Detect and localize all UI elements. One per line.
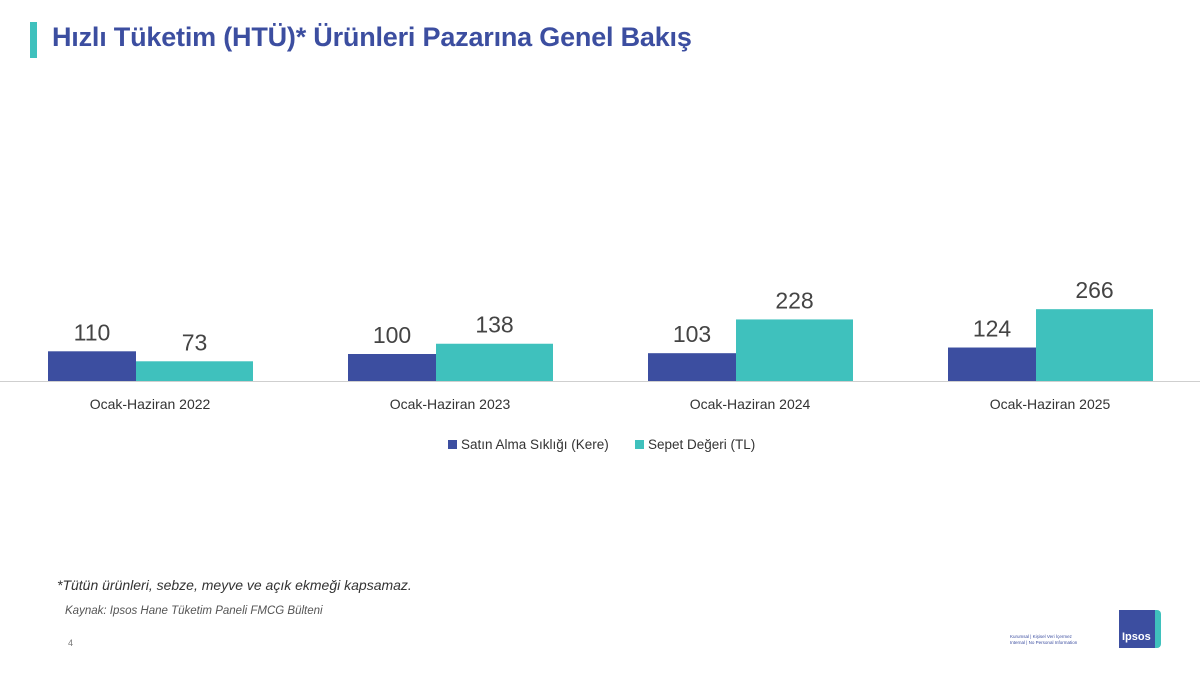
classification-line-2: Internal | No Personal Information bbox=[1010, 640, 1078, 645]
legend-label-2: Sepet Değeri (TL) bbox=[648, 437, 755, 452]
legend-swatch-2 bbox=[635, 440, 644, 449]
footnote: *Tütün ürünleri, sebze, meyve ve açık ek… bbox=[57, 577, 412, 593]
source-note: Kaynak: Ipsos Hane Tüketim Paneli FMCG B… bbox=[65, 605, 323, 617]
data-label-frequency-2: 100 bbox=[373, 322, 411, 348]
classification-label: Kurumsal | Kişisel Veri İçermez Internal… bbox=[1010, 634, 1100, 646]
bar-basket-1 bbox=[136, 361, 253, 381]
bar-frequency-1 bbox=[48, 351, 136, 381]
x-tick-label-3: Ocak-Haziran 2024 bbox=[690, 396, 811, 412]
data-label-frequency-1: 110 bbox=[74, 319, 111, 345]
x-tick-label-4: Ocak-Haziran 2025 bbox=[990, 396, 1111, 412]
data-label-frequency-4: 124 bbox=[973, 316, 1012, 342]
x-tick-label-1: Ocak-Haziran 2022 bbox=[90, 396, 211, 412]
bar-frequency-2 bbox=[348, 354, 436, 381]
title-accent-bar bbox=[30, 22, 37, 58]
data-label-basket-3: 228 bbox=[775, 287, 813, 313]
legend-swatch-1 bbox=[448, 440, 457, 449]
bar-frequency-4 bbox=[948, 347, 1036, 381]
bar-frequency-3 bbox=[648, 353, 736, 381]
data-label-basket-1: 73 bbox=[182, 329, 208, 355]
classification-line-1: Kurumsal | Kişisel Veri İçermez bbox=[1010, 634, 1072, 639]
x-tick-label-2: Ocak-Haziran 2023 bbox=[390, 396, 511, 412]
bar-chart: 110 73 Ocak-Haziran 2022 100 138 Ocak-Haziran… bbox=[0, 277, 1200, 452]
page-title: Hızlı Tüketim (HTÜ)* Ürünleri Pazarına G… bbox=[52, 22, 692, 52]
bar-basket-2 bbox=[436, 343, 553, 381]
bar-basket-3 bbox=[736, 319, 853, 381]
data-label-frequency-3: 103 bbox=[673, 321, 711, 347]
legend-label-1: Satın Alma Sıklığı (Kere) bbox=[461, 437, 609, 452]
data-label-basket-4: 266 bbox=[1075, 277, 1113, 303]
ipsos-logo: Ipsos bbox=[1119, 610, 1161, 648]
page-number: 4 bbox=[68, 638, 74, 648]
data-label-basket-2: 138 bbox=[475, 312, 513, 338]
logo-text: Ipsos bbox=[1122, 631, 1151, 643]
bar-basket-4 bbox=[1036, 309, 1153, 381]
